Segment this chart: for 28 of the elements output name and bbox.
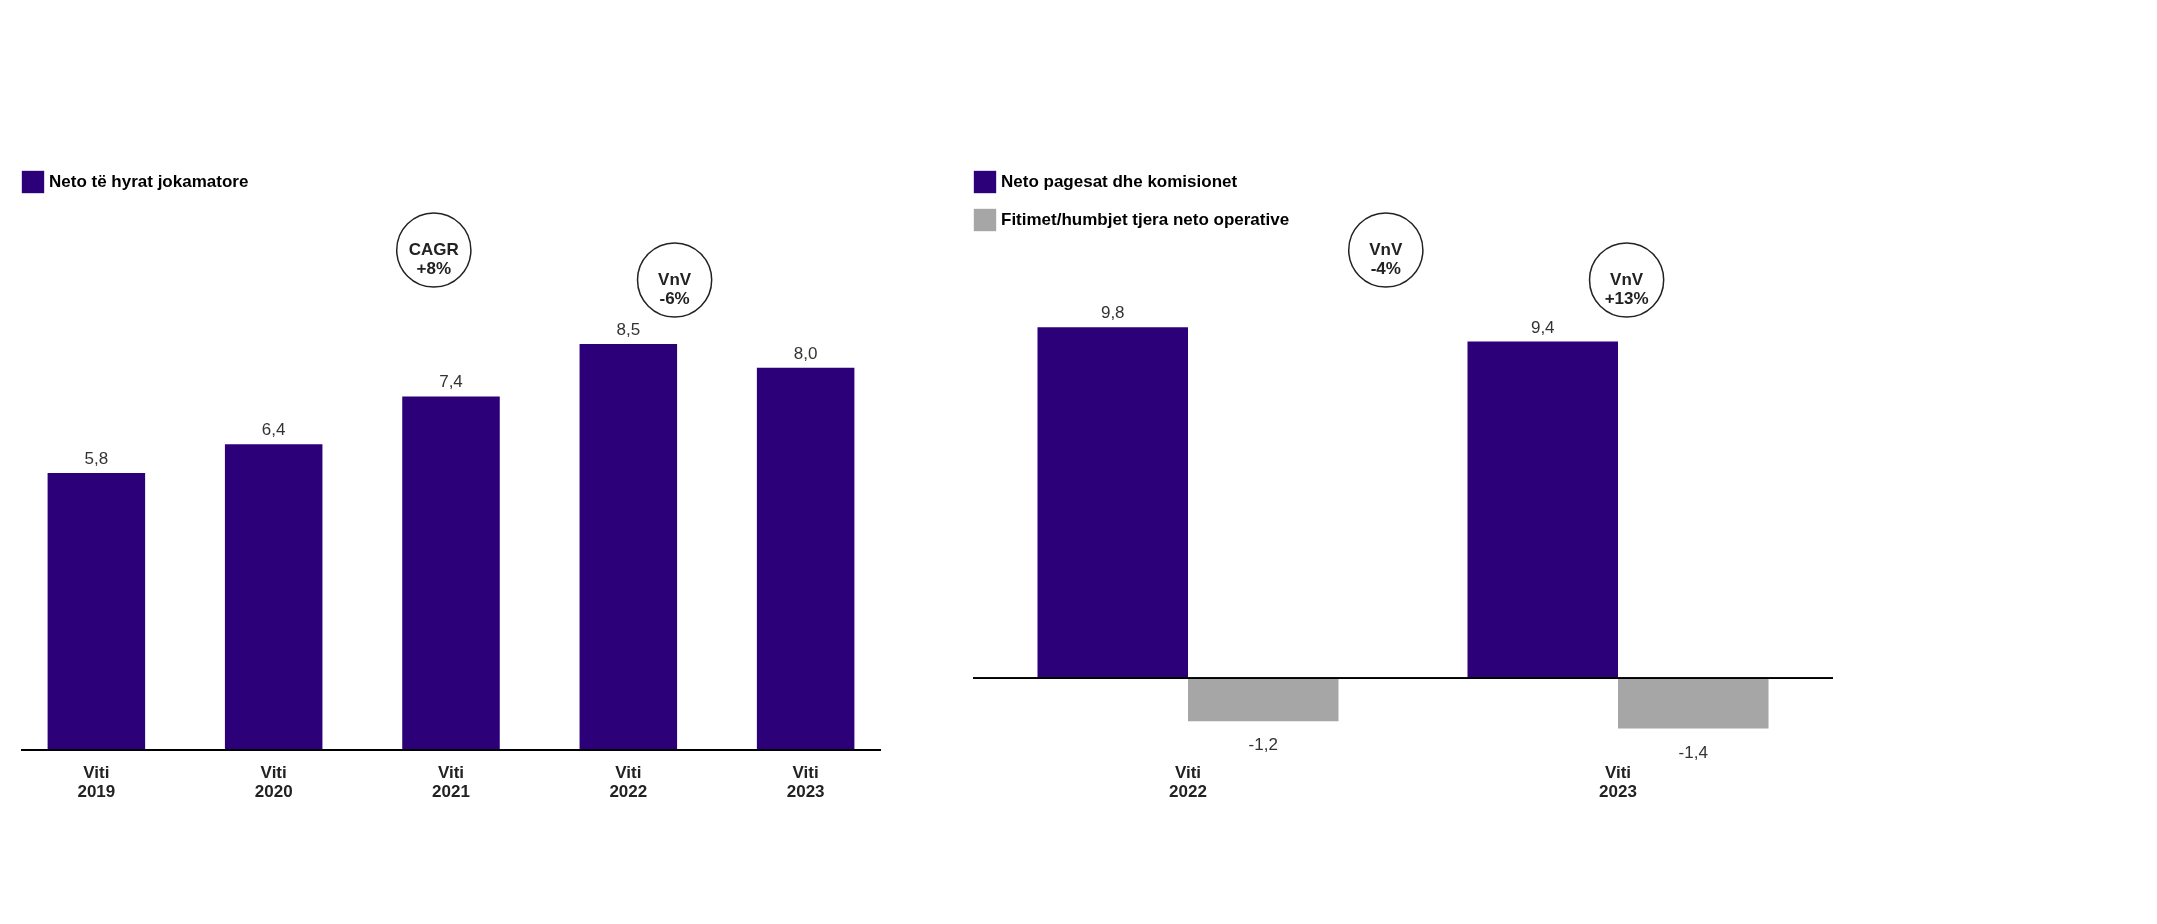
x-tick-label: Viti 2022 — [609, 762, 648, 801]
data-label: 7,4 — [439, 372, 463, 392]
data-label: 8,0 — [793, 343, 818, 363]
text: CAGR +8% — [408, 240, 459, 278]
legend-label: Neto të hyrat jokamatore — [49, 172, 249, 191]
x-tick-label: Viti 2023 — [786, 762, 825, 801]
data-label: 8,5 — [616, 319, 641, 339]
bar — [579, 343, 678, 750]
data-label: 6,4 — [261, 420, 286, 440]
data-label: 9,4 — [1530, 317, 1555, 337]
bar — [224, 444, 323, 750]
legend-label: Neto pagesat dhe komisionet — [1001, 172, 1238, 191]
legend-label: Fitimet/humbjet tjera neto operative — [1001, 210, 1290, 229]
bar — [402, 396, 500, 750]
data-label: -1,4 — [1678, 742, 1708, 762]
text: VnV -4% — [1369, 240, 1403, 278]
bar — [756, 367, 855, 750]
x-tick-label: Viti 2020 — [254, 762, 293, 801]
data-label: 5,8 — [84, 448, 109, 468]
bar — [47, 472, 146, 750]
data-label: 9,8 — [1100, 303, 1125, 323]
x-tick-label: Viti 2019 — [77, 762, 116, 801]
data-label: -1,2 — [1248, 735, 1278, 755]
text: VnV -6% — [658, 270, 692, 308]
x-tick-label: Viti 2023 — [1599, 762, 1637, 801]
text: VnV +13% — [1604, 270, 1649, 308]
x-tick-label: Viti 2021 — [432, 762, 470, 801]
x-tick-label: Viti 2022 — [1169, 762, 1207, 801]
